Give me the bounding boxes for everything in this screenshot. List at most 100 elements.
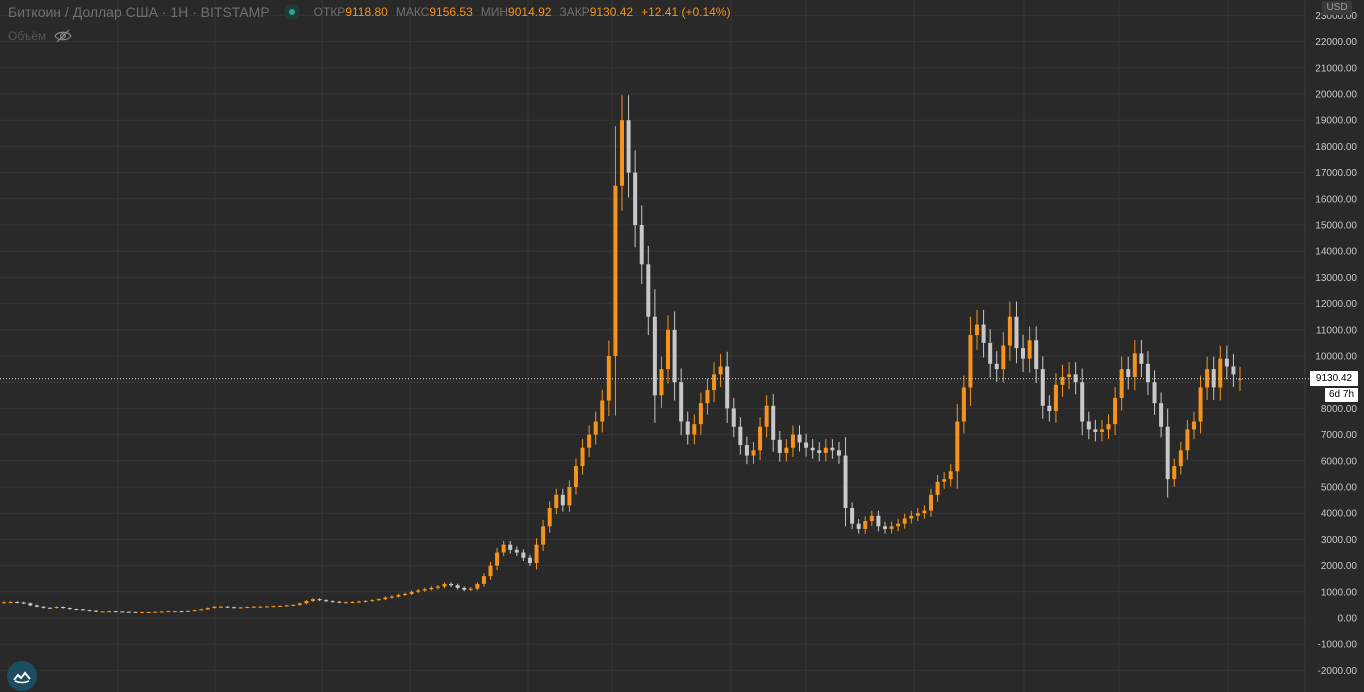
y-tick-label: -1000.00 [1318, 640, 1358, 651]
candle-body [521, 552, 526, 558]
candle-body [403, 593, 408, 595]
candle-body [475, 583, 480, 589]
candle-body [587, 434, 592, 448]
candle-body [74, 609, 79, 611]
candle-body [646, 264, 651, 317]
y-tick-label: 23000.00 [1315, 11, 1357, 22]
candle-body [218, 606, 223, 608]
candle-body [146, 611, 151, 613]
currency-tag[interactable]: USD [1322, 1, 1352, 15]
candle-body [468, 588, 473, 590]
candle-body [1132, 353, 1137, 377]
y-tick-label: 7000.00 [1321, 430, 1358, 441]
candle-body [34, 605, 39, 607]
y-tick-label: -2000.00 [1318, 666, 1358, 677]
chart-legend: Биткоин / Доллар США · 1Н · BITSTAMP ОТК… [8, 3, 738, 21]
candle-body [1067, 374, 1072, 377]
volume-label: Объём [8, 29, 47, 43]
candle-body [41, 606, 46, 608]
candle-body [633, 172, 638, 225]
candle-body [1119, 369, 1124, 398]
y-tick-label: 15000.00 [1315, 221, 1357, 232]
y-tick-label: 11000.00 [1316, 325, 1357, 336]
candle-body [764, 405, 769, 427]
candle-body [1080, 382, 1085, 422]
status-dot-icon [283, 4, 300, 20]
y-tick-label: 5000.00 [1321, 483, 1358, 494]
candle-body [1126, 369, 1131, 377]
y-tick-label: 19000.00 [1315, 116, 1357, 127]
candle-body [896, 523, 901, 527]
candle-body [324, 600, 329, 602]
volume-indicator-row[interactable]: Объём [8, 28, 72, 44]
candle-body [225, 606, 230, 608]
candle-body [238, 607, 243, 609]
open-value: 9118.80 [345, 5, 388, 19]
candle-body [1152, 382, 1157, 404]
candle-body [751, 450, 756, 456]
symbol-title[interactable]: Биткоин / Доллар США · 1Н · BITSTAMP [8, 4, 270, 20]
candle-body [790, 434, 795, 448]
candle-body [889, 526, 894, 529]
candle-body [126, 611, 131, 613]
y-tick-label: 18000.00 [1315, 142, 1357, 153]
candle-body [580, 447, 585, 467]
countdown-label: 6d 7h [1325, 388, 1358, 402]
candle-body [981, 324, 986, 343]
candle-body [2, 602, 6, 604]
candle-body [376, 599, 381, 601]
candle-body [830, 447, 835, 451]
cloud-logo-icon[interactable] [7, 661, 37, 691]
candle-body [639, 225, 644, 265]
eye-crossed-icon[interactable] [54, 29, 72, 43]
candle-body [1211, 369, 1216, 388]
candle-body [1218, 358, 1223, 388]
candle-body [409, 591, 414, 594]
candle-body [28, 603, 33, 606]
y-tick-label: 12000.00 [1315, 299, 1357, 310]
candle-body [869, 515, 874, 522]
candle-body [205, 608, 210, 610]
candle-body [527, 557, 532, 563]
candle-body [455, 585, 460, 588]
candle-body [698, 403, 703, 425]
candle-body [1014, 316, 1019, 349]
candle-body [935, 481, 940, 495]
candle-body [80, 609, 85, 611]
candle-body [685, 421, 690, 435]
candle-body [350, 602, 355, 604]
change-value: +12.41 (+0.14%) [641, 5, 731, 19]
candle-body [975, 324, 980, 336]
candle-body [1073, 374, 1078, 383]
open-label: ОТКР [313, 5, 346, 19]
candle-body [1093, 429, 1098, 432]
candle-body [554, 494, 559, 508]
candle-body [1198, 387, 1203, 422]
candle-body [1106, 424, 1111, 430]
candle-body [343, 602, 348, 604]
y-tick-label: 10000.00 [1315, 352, 1357, 363]
candle-body [942, 479, 947, 482]
candle-body [1086, 421, 1091, 430]
candle-body [416, 590, 421, 592]
candle-body [836, 450, 841, 456]
candle-body [245, 606, 250, 608]
candle-body [876, 515, 881, 527]
candle-body [744, 445, 749, 456]
candle-body [797, 434, 802, 443]
y-tick-label: 21000.00 [1315, 63, 1357, 74]
candle-body [251, 606, 256, 608]
candle-body [429, 587, 434, 590]
candle-body [278, 605, 283, 607]
candle-body [560, 494, 565, 506]
candle-body [534, 544, 539, 563]
candle-body [113, 611, 118, 613]
candle-body [1021, 348, 1026, 359]
candle-body [1224, 358, 1229, 367]
candle-body [856, 523, 861, 529]
candle-body [435, 586, 440, 588]
candle-body [1205, 369, 1210, 388]
candle-body [567, 487, 572, 506]
candle-body [271, 606, 276, 608]
